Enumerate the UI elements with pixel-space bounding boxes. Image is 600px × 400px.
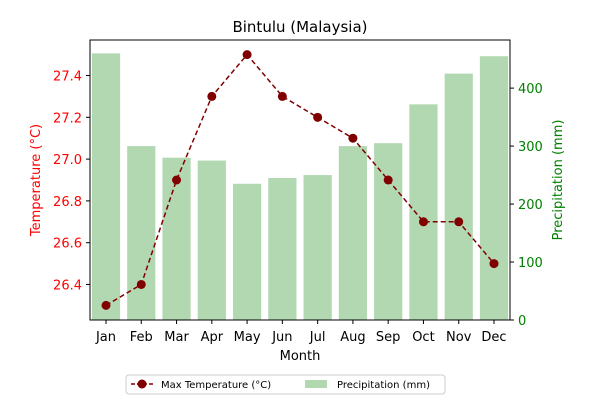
y-left-axis-title: Temperature (°C)	[29, 124, 44, 237]
x-tick-label-jan: Jan	[95, 330, 116, 345]
precipitation-bar-nov	[444, 73, 473, 320]
temperature-point-may	[242, 50, 252, 60]
y-left-axis: 26.4 26.6 26.8 27.0 27.2 27.4	[53, 70, 90, 293]
temperature-point-dec	[489, 259, 499, 269]
precipitation-bar-oct	[409, 104, 438, 320]
x-tick-label-jul: Jul	[309, 330, 326, 345]
temperature-point-oct	[418, 217, 428, 227]
temperature-point-jan	[101, 300, 111, 310]
x-tick-label-mar: Mar	[164, 330, 189, 345]
x-tick-label-feb: Feb	[130, 330, 153, 345]
precipitation-bar-jan	[91, 53, 121, 320]
y-left-tick-label: 27.0	[53, 153, 82, 168]
y-left-tick-label: 27.2	[53, 111, 82, 126]
y-right-axis: 0 100 200 300 400	[510, 82, 543, 329]
precipitation-bar-aug	[338, 146, 368, 320]
y-right-tick-label: 100	[518, 256, 543, 271]
y-right-axis-title: Precipitation (mm)	[551, 120, 566, 241]
x-tick-label-jun: Jun	[271, 330, 292, 345]
legend-label-precipitation: Precipitation (mm)	[337, 380, 430, 391]
y-right-tick-label: 200	[518, 198, 543, 213]
temperature-line	[105, 53, 495, 307]
bars-layer	[91, 53, 509, 321]
precipitation-bar-may	[232, 183, 262, 320]
precipitation-bar-jun	[268, 177, 297, 320]
x-tick-label-apr: Apr	[201, 330, 224, 345]
temperature-point-mar	[172, 175, 182, 185]
y-left-tick-label: 26.4	[53, 278, 82, 293]
precipitation-bar-dec	[479, 56, 509, 321]
y-right-tick-label: 300	[518, 140, 543, 155]
legend-marker-swatch	[137, 379, 147, 389]
temperature-point-jul	[313, 112, 323, 122]
x-tick-label-sep: Sep	[376, 330, 401, 345]
line-layer	[101, 50, 499, 310]
legend-frame	[125, 374, 446, 395]
temperature-point-apr	[207, 91, 217, 101]
temperature-point-feb	[136, 279, 146, 289]
plot-frame	[89, 39, 511, 321]
chart-title: Bintulu (Malaysia)	[232, 18, 367, 36]
x-tick-label-nov: Nov	[446, 330, 472, 345]
x-axis-title: Month	[280, 349, 321, 364]
legend-bar-swatch	[305, 380, 327, 388]
x-tick-label-aug: Aug	[340, 330, 365, 345]
y-left-tick-label: 27.4	[53, 70, 82, 85]
precipitation-bar-sep	[374, 143, 403, 320]
y-right-tick-label: 400	[518, 82, 543, 97]
x-axis: Jan Feb Mar Apr May Jun Jul Aug Sep Oct Nov Dec	[95, 320, 507, 345]
y-left-tick-label: 26.6	[53, 237, 82, 252]
legend: Max Temperature (°C) Precipitation (mm)	[125, 374, 446, 395]
x-tick-label-oct: Oct	[412, 330, 434, 345]
x-tick-label-dec: Dec	[481, 330, 506, 345]
y-right-tick-label: 0	[518, 314, 526, 329]
temperature-point-aug	[348, 133, 358, 143]
temperature-point-jun	[277, 91, 287, 101]
temperature-point-sep	[383, 175, 393, 185]
legend-label-temperature: Max Temperature (°C)	[161, 380, 271, 391]
precipitation-bar-apr	[197, 160, 226, 320]
precipitation-bar-mar	[162, 157, 191, 320]
precipitation-bar-jul	[303, 175, 332, 320]
precipitation-bar-feb	[127, 146, 156, 320]
temperature-point-nov	[454, 217, 464, 227]
y-left-tick-label: 26.8	[53, 195, 82, 210]
x-tick-label-may: May	[234, 330, 261, 345]
